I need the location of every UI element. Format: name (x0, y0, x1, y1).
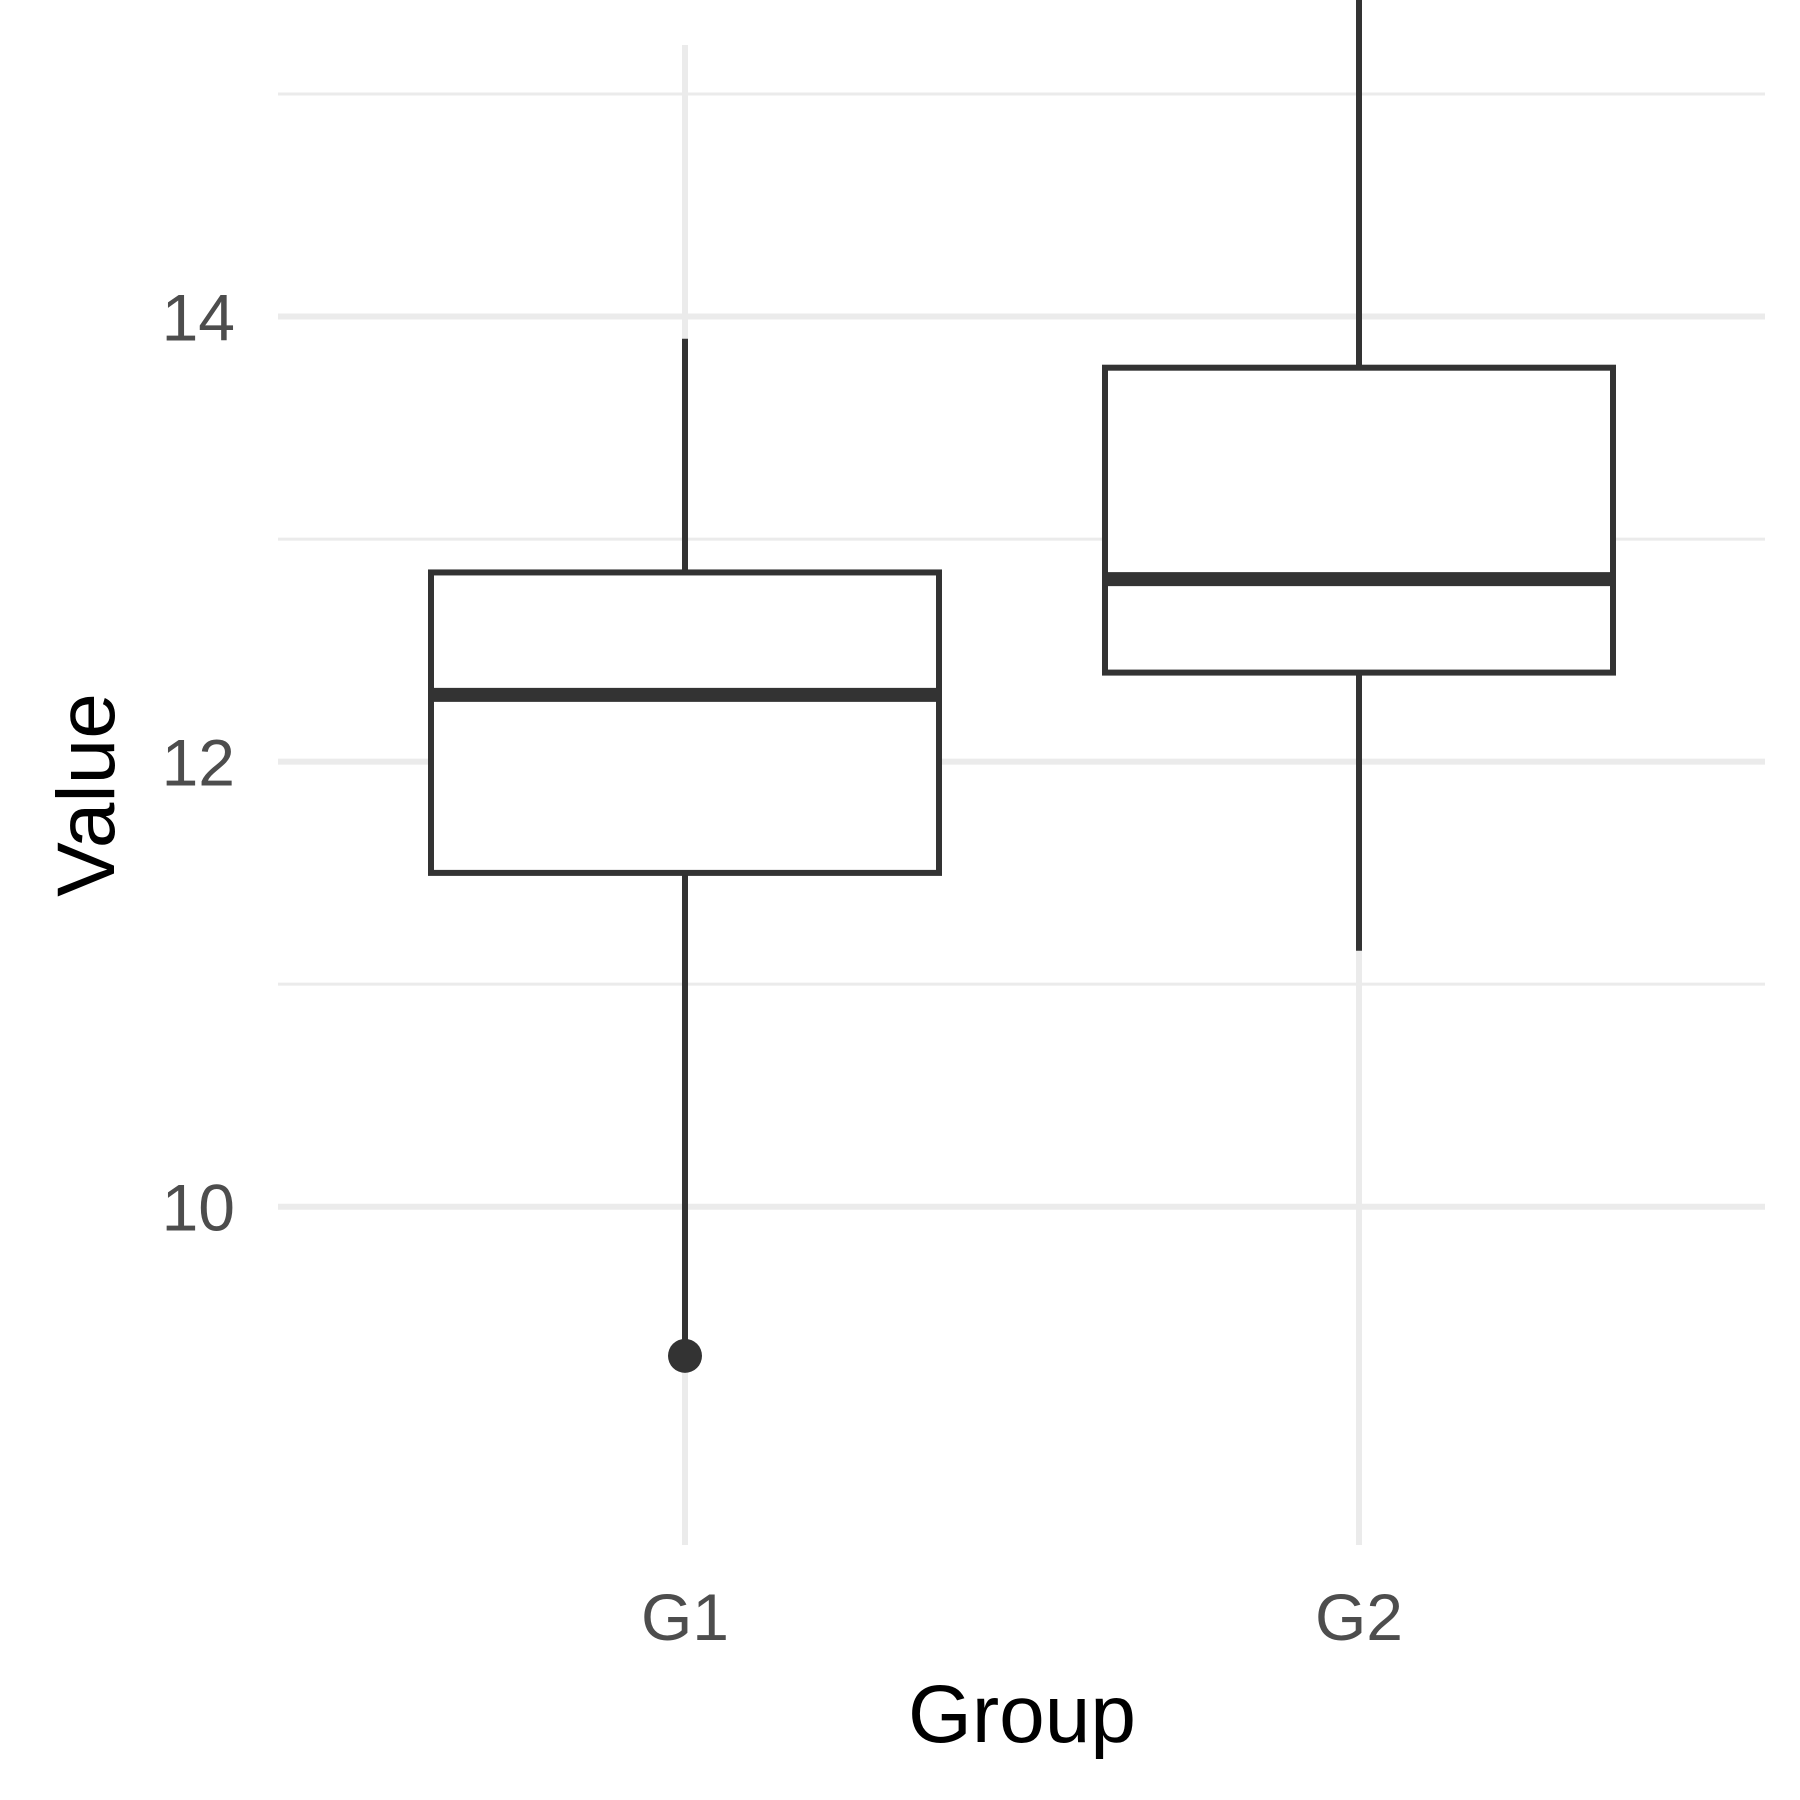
y-axis-title: Value (41, 693, 132, 897)
iqr-box-G2 (1102, 364, 1616, 676)
x-axis-title: Group (908, 1669, 1136, 1760)
y-tick-label-12: 12 (162, 726, 235, 800)
boxes (428, 0, 1616, 1373)
y-tick-label-14: 14 (162, 281, 235, 355)
x-tick-label-G2: G2 (1315, 1580, 1403, 1654)
y-tick-label-10: 10 (162, 1171, 235, 1245)
iqr-box-G1 (428, 569, 942, 876)
box-G1 (428, 338, 942, 1373)
x-tick-label-G1: G1 (641, 1580, 729, 1654)
box-G2 (1102, 0, 1616, 951)
tick-labels: 10 12 14 G1 G2 (162, 281, 1403, 1654)
outlier-point-G1-0 (668, 1338, 702, 1373)
